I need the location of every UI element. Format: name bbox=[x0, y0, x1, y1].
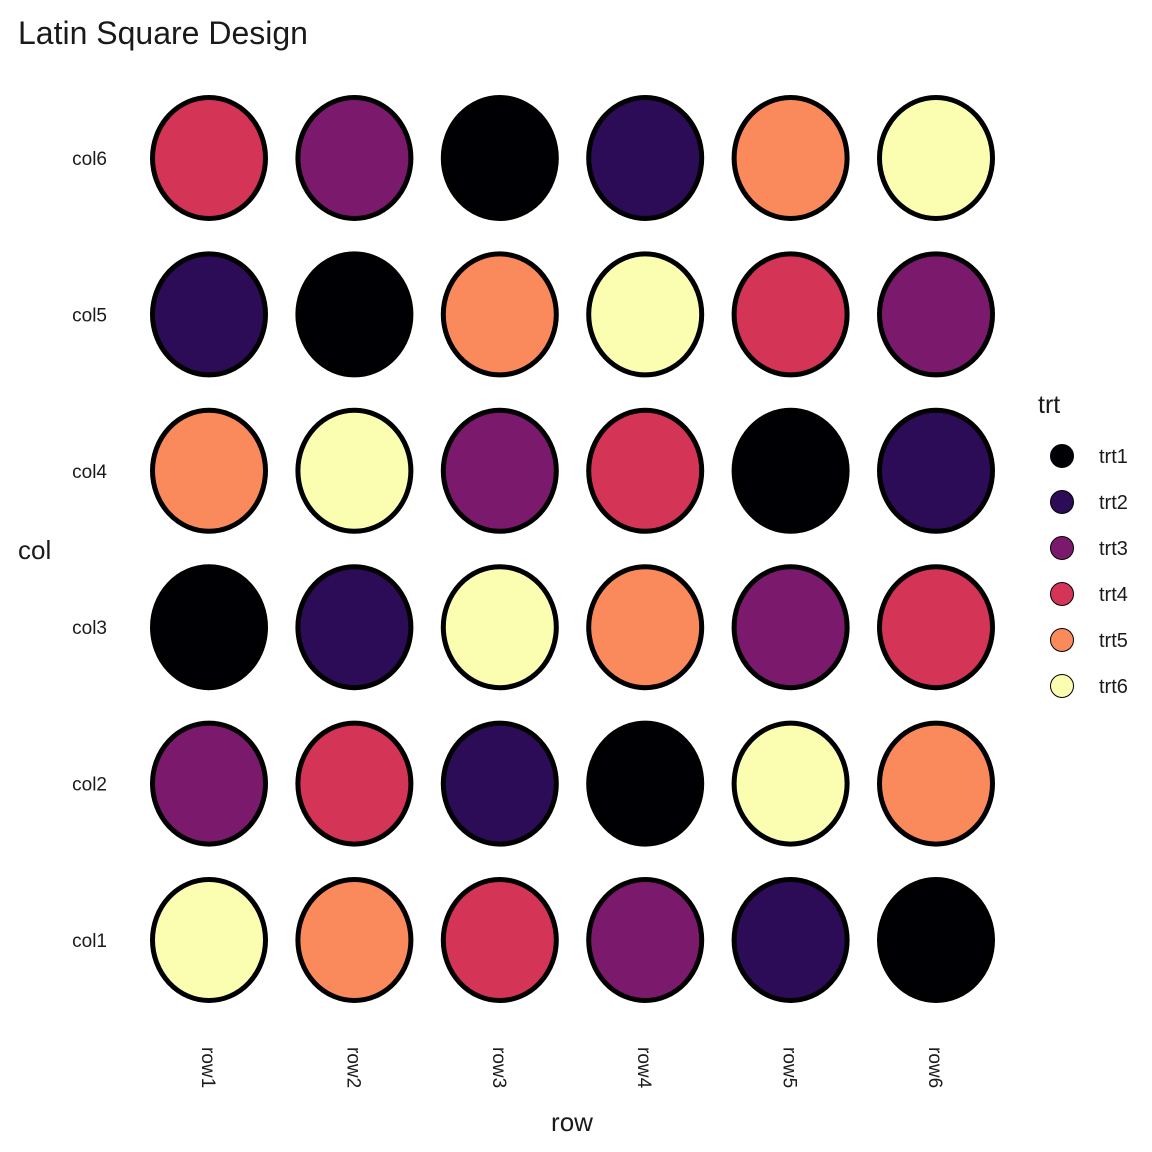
x-tick-row2: row2 bbox=[342, 1047, 363, 1088]
point-row1-col4-trt5 bbox=[150, 407, 268, 534]
point-row2-col4-trt6 bbox=[295, 407, 414, 534]
point-row1-col6-trt4 bbox=[150, 95, 268, 221]
y-tick-col6: col6 bbox=[72, 149, 107, 170]
x-axis-ticks: row1 row2 row3 row4 row5 row6 bbox=[197, 1047, 945, 1089]
y-tick-col3: col3 bbox=[72, 618, 107, 639]
point-row2-col3-trt2 bbox=[295, 564, 414, 691]
x-tick-row3: row3 bbox=[488, 1047, 509, 1088]
point-row2-col2-trt4 bbox=[295, 720, 414, 847]
y-tick-col5: col5 bbox=[72, 305, 107, 326]
legend-swatch-trt6 bbox=[1050, 674, 1074, 698]
point-row4-col2-trt1 bbox=[586, 720, 705, 847]
point-row6-col5-trt3 bbox=[877, 251, 995, 378]
plot-area bbox=[150, 95, 995, 1003]
point-row1-col5-trt2 bbox=[150, 251, 268, 378]
point-row3-col3-trt6 bbox=[440, 564, 559, 691]
point-row3-col1-trt4 bbox=[440, 877, 559, 1003]
legend-label-trt3: trt3 bbox=[1099, 538, 1128, 560]
legend-label-trt2: trt2 bbox=[1099, 492, 1128, 514]
point-row1-col2-trt3 bbox=[150, 720, 268, 847]
point-row5-col5-trt4 bbox=[731, 251, 850, 378]
legend-label-trt4: trt4 bbox=[1099, 584, 1128, 606]
point-row5-col3-trt3 bbox=[731, 564, 850, 691]
legend-label-trt1: trt1 bbox=[1099, 446, 1128, 468]
point-row5-col1-trt2 bbox=[731, 877, 850, 1003]
point-row6-col4-trt2 bbox=[877, 407, 995, 534]
point-row2-col1-trt5 bbox=[295, 877, 414, 1003]
point-row3-col5-trt5 bbox=[440, 251, 559, 378]
legend-swatch-trt5 bbox=[1050, 628, 1074, 652]
point-row2-col5-trt1 bbox=[295, 251, 414, 378]
legend-swatch-trt2 bbox=[1050, 490, 1074, 514]
x-tick-row6: row6 bbox=[924, 1047, 945, 1088]
point-row3-col6-trt1 bbox=[440, 95, 559, 221]
point-row4-col5-trt6 bbox=[586, 251, 705, 378]
point-row6-col2-trt5 bbox=[877, 720, 995, 847]
y-tick-col2: col2 bbox=[72, 775, 107, 796]
chart-title: Latin Square Design bbox=[18, 15, 308, 51]
point-row3-col2-trt2 bbox=[440, 720, 559, 847]
legend: trt trt1 trt2 trt3 trt4 trt5 trt6 bbox=[1038, 391, 1128, 698]
point-row5-col4-trt1 bbox=[731, 407, 850, 534]
point-row4-col4-trt4 bbox=[586, 407, 705, 534]
point-row2-col6-trt3 bbox=[295, 95, 414, 221]
x-tick-row1: row1 bbox=[197, 1047, 218, 1088]
point-row4-col3-trt5 bbox=[586, 564, 705, 691]
point-row4-col1-trt3 bbox=[586, 877, 705, 1003]
x-axis-title: row bbox=[551, 1107, 593, 1137]
legend-title: trt bbox=[1038, 391, 1060, 419]
point-row6-col1-trt1 bbox=[877, 877, 995, 1003]
legend-swatch-trt1 bbox=[1050, 444, 1074, 468]
point-row3-col4-trt3 bbox=[440, 407, 559, 534]
x-tick-row5: row5 bbox=[779, 1047, 800, 1088]
x-tick-row4: row4 bbox=[633, 1047, 654, 1089]
y-axis-ticks: col1 col2 col3 col4 col5 col6 bbox=[72, 149, 107, 952]
legend-swatch-trt3 bbox=[1050, 536, 1074, 560]
point-row6-col6-trt6 bbox=[877, 95, 995, 221]
point-row5-col6-trt5 bbox=[731, 95, 850, 221]
point-row6-col3-trt4 bbox=[877, 564, 995, 691]
y-tick-col1: col1 bbox=[72, 931, 107, 952]
point-row1-col1-trt6 bbox=[150, 877, 268, 1003]
legend-swatch-trt4 bbox=[1050, 582, 1074, 606]
y-tick-col4: col4 bbox=[72, 462, 107, 483]
legend-label-trt5: trt5 bbox=[1099, 630, 1128, 652]
point-row1-col3-trt1 bbox=[150, 564, 268, 691]
point-row5-col2-trt6 bbox=[731, 720, 850, 847]
point-row4-col6-trt2 bbox=[586, 95, 705, 221]
legend-label-trt6: trt6 bbox=[1099, 676, 1128, 698]
y-axis-title: col bbox=[18, 535, 51, 565]
